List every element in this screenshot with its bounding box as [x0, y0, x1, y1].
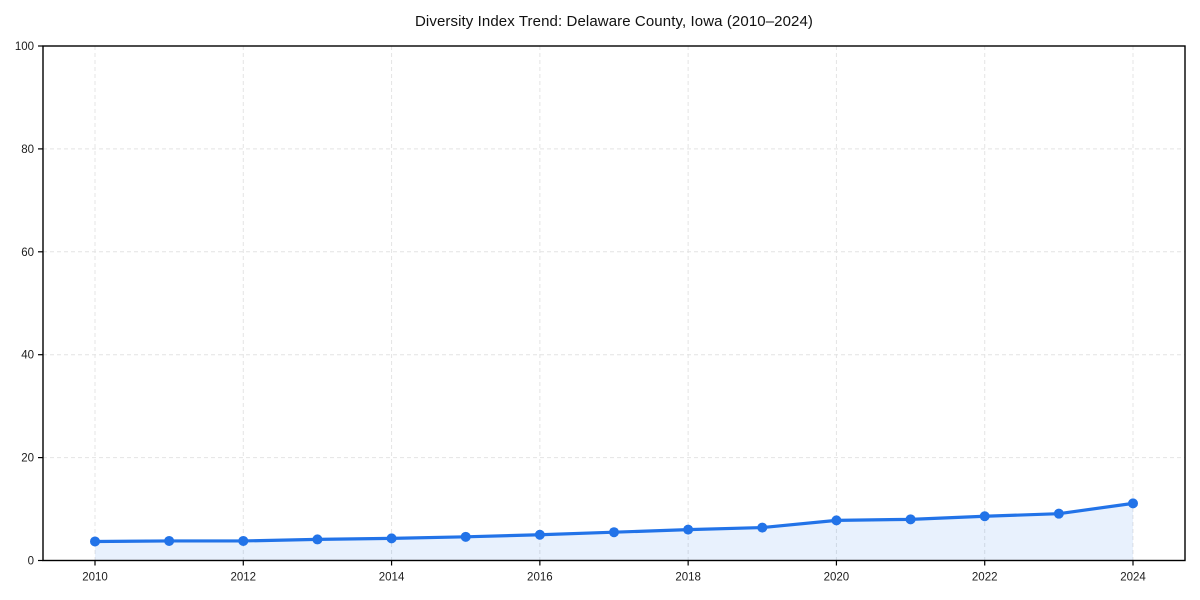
data-point-marker	[312, 534, 323, 545]
data-point-marker	[238, 535, 249, 546]
data-point-marker	[534, 529, 545, 540]
y-tick-label: 100	[15, 41, 34, 53]
data-point-marker	[609, 527, 619, 538]
x-tick-label: 2010	[82, 572, 108, 584]
x-tick-label: 2024	[1120, 572, 1146, 584]
data-point-marker	[683, 524, 694, 535]
y-tick-label: 0	[28, 556, 34, 568]
x-tick-label: 2014	[379, 572, 405, 584]
x-tick-label: 2022	[972, 572, 998, 584]
data-point-marker	[905, 514, 916, 525]
y-tick-label: 80	[21, 144, 34, 156]
plot-border	[42, 45, 1186, 562]
x-tick-label: 2012	[230, 572, 256, 584]
x-tick-label: 2016	[527, 572, 553, 584]
chart-title: Diversity Index Trend: Delaware County, …	[414, 13, 814, 30]
x-tick-label: 2020	[824, 572, 850, 584]
y-tick-label: 60	[21, 247, 34, 259]
data-point-marker	[386, 533, 397, 544]
y-tick-label: 20	[21, 453, 34, 465]
y-tick-label: 40	[21, 350, 34, 362]
data-point-marker	[757, 522, 768, 533]
trend-area	[95, 503, 1133, 561]
x-tick-label: 2018	[675, 572, 701, 584]
data-point-marker	[1053, 508, 1064, 519]
data-point-marker	[831, 515, 842, 526]
data-point-marker	[164, 535, 175, 546]
data-point-marker	[979, 511, 990, 522]
data-point-marker	[1128, 498, 1138, 509]
data-point-marker	[460, 531, 471, 542]
data-point-marker	[90, 536, 100, 547]
